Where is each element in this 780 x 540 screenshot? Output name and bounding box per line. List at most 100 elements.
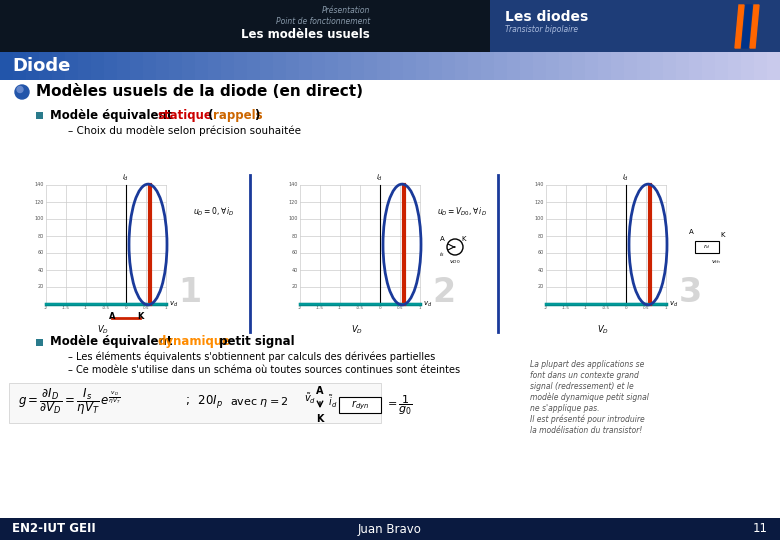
Text: Présentation: Présentation [321, 6, 370, 15]
Text: Juan Bravo: Juan Bravo [358, 523, 422, 536]
Text: $u_D = 0, \forall \, i_D$: $u_D = 0, \forall \, i_D$ [193, 206, 235, 218]
Text: $\tilde{v}_d$: $\tilde{v}_d$ [304, 392, 316, 407]
Text: 0: 0 [125, 306, 127, 310]
Text: – Choix du modèle selon précision souhaitée: – Choix du modèle selon précision souhai… [68, 126, 301, 136]
Text: $v_{th}$: $v_{th}$ [711, 258, 721, 266]
Text: 1: 1 [179, 275, 201, 308]
FancyBboxPatch shape [695, 241, 719, 253]
FancyBboxPatch shape [234, 52, 248, 80]
Text: petit signal: petit signal [215, 335, 295, 348]
FancyBboxPatch shape [208, 52, 222, 80]
Text: $v_{D0}$: $v_{D0}$ [449, 258, 461, 266]
FancyBboxPatch shape [741, 52, 755, 80]
Text: avec $\eta = 2$: avec $\eta = 2$ [230, 395, 289, 409]
Polygon shape [742, 5, 752, 48]
Text: 40: 40 [537, 267, 544, 273]
Text: $\tilde{i}_d$: $\tilde{i}_d$ [328, 394, 338, 410]
FancyBboxPatch shape [65, 52, 79, 80]
Text: $v_d$: $v_d$ [423, 299, 432, 308]
FancyBboxPatch shape [624, 52, 638, 80]
Text: 40: 40 [37, 267, 44, 273]
Text: A: A [689, 229, 693, 235]
Circle shape [15, 85, 29, 99]
FancyBboxPatch shape [442, 52, 456, 80]
Text: $i_d$: $i_d$ [122, 173, 129, 183]
FancyBboxPatch shape [377, 52, 391, 80]
Text: $i_S$: $i_S$ [439, 251, 445, 259]
FancyBboxPatch shape [468, 52, 482, 80]
FancyBboxPatch shape [730, 0, 780, 52]
FancyBboxPatch shape [338, 52, 352, 80]
FancyBboxPatch shape [13, 52, 27, 80]
FancyBboxPatch shape [0, 518, 780, 540]
FancyBboxPatch shape [247, 52, 261, 80]
FancyBboxPatch shape [299, 52, 313, 80]
FancyBboxPatch shape [455, 52, 469, 80]
Text: -0.5: -0.5 [602, 306, 610, 310]
FancyBboxPatch shape [429, 52, 443, 80]
Text: 60: 60 [292, 251, 298, 255]
Text: rappels: rappels [213, 109, 263, 122]
FancyBboxPatch shape [650, 52, 664, 80]
Text: 40: 40 [292, 267, 298, 273]
Text: signal (redressement) et le: signal (redressement) et le [530, 382, 633, 391]
Text: 0: 0 [378, 306, 381, 310]
Text: 20: 20 [37, 285, 44, 289]
FancyBboxPatch shape [702, 52, 716, 80]
Text: 3: 3 [679, 275, 702, 308]
Text: (: ( [204, 109, 214, 122]
Text: $V_D$: $V_D$ [597, 324, 609, 336]
Text: $g = \dfrac{\partial I_D}{\partial V_D} = \dfrac{I_s}{\eta V_T} \, e^{\frac{v_D}: $g = \dfrac{\partial I_D}{\partial V_D} … [18, 387, 121, 417]
Text: 60: 60 [537, 251, 544, 255]
Text: $r_{dyn}$: $r_{dyn}$ [351, 399, 369, 411]
FancyBboxPatch shape [403, 52, 417, 80]
Text: A: A [316, 386, 324, 396]
Text: $r_d$: $r_d$ [704, 242, 711, 252]
Text: Point de fonctionnement: Point de fonctionnement [276, 17, 370, 26]
Text: 20: 20 [537, 285, 544, 289]
FancyBboxPatch shape [728, 52, 742, 80]
Text: K: K [136, 312, 144, 321]
FancyBboxPatch shape [156, 52, 170, 80]
Text: Transistor bipolaire: Transistor bipolaire [505, 25, 578, 34]
Circle shape [17, 86, 23, 92]
Text: $v_d$: $v_d$ [669, 299, 679, 308]
Text: Modèle équivalent: Modèle équivalent [50, 335, 176, 348]
FancyBboxPatch shape [182, 52, 196, 80]
Text: A: A [440, 236, 445, 242]
Text: Il est présenté pour introduire: Il est présenté pour introduire [530, 415, 645, 424]
Text: A: A [108, 312, 115, 321]
FancyBboxPatch shape [754, 52, 768, 80]
FancyBboxPatch shape [0, 80, 780, 518]
FancyBboxPatch shape [130, 52, 144, 80]
FancyBboxPatch shape [260, 52, 274, 80]
Text: 0.5: 0.5 [143, 306, 149, 310]
FancyBboxPatch shape [390, 52, 404, 80]
Text: 60: 60 [37, 251, 44, 255]
Text: statique: statique [157, 109, 212, 122]
FancyBboxPatch shape [91, 52, 105, 80]
Text: 80: 80 [37, 233, 44, 239]
Text: $V_D$: $V_D$ [351, 324, 363, 336]
FancyBboxPatch shape [663, 52, 677, 80]
FancyBboxPatch shape [364, 52, 378, 80]
FancyBboxPatch shape [585, 52, 599, 80]
FancyBboxPatch shape [52, 52, 66, 80]
FancyBboxPatch shape [507, 52, 521, 80]
FancyBboxPatch shape [9, 383, 381, 423]
Text: – Ce modèle s'utilise dans un schéma où toutes sources continues sont éteintes: – Ce modèle s'utilise dans un schéma où … [68, 365, 460, 375]
FancyBboxPatch shape [117, 52, 131, 80]
FancyBboxPatch shape [715, 52, 729, 80]
Text: K: K [462, 236, 466, 242]
Text: 1: 1 [665, 306, 667, 310]
Text: -1: -1 [584, 306, 588, 310]
Text: dynamique: dynamique [157, 335, 230, 348]
FancyBboxPatch shape [689, 52, 703, 80]
FancyBboxPatch shape [490, 0, 730, 52]
FancyBboxPatch shape [637, 52, 651, 80]
Text: modèle dynamique petit signal: modèle dynamique petit signal [530, 393, 649, 402]
FancyBboxPatch shape [286, 52, 300, 80]
Text: -2: -2 [298, 306, 302, 310]
Text: K: K [721, 232, 725, 238]
Text: 1: 1 [419, 306, 421, 310]
